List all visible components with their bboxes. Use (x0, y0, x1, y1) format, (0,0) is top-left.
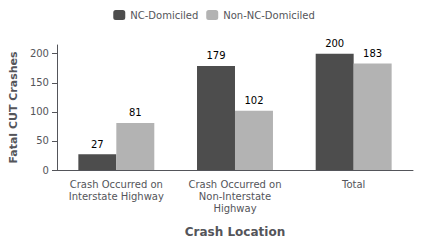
svg-text:Crash Location: Crash Location (185, 225, 285, 239)
svg-text:102: 102 (244, 95, 263, 106)
svg-text:183: 183 (363, 48, 382, 59)
svg-text:Interstate Highway: Interstate Highway (69, 191, 164, 202)
svg-text:150: 150 (30, 77, 49, 88)
svg-text:Crash Occurred on: Crash Occurred on (188, 179, 281, 190)
svg-text:Crash Occurred on: Crash Occurred on (70, 179, 163, 190)
svg-text:NC-Domiciled: NC-Domiciled (130, 10, 198, 21)
svg-text:Total: Total (341, 179, 365, 190)
svg-text:179: 179 (206, 50, 225, 61)
svg-text:100: 100 (30, 106, 49, 117)
svg-text:50: 50 (36, 135, 49, 146)
svg-text:0: 0 (43, 165, 49, 176)
svg-text:Non-NC-Domiciled: Non-NC-Domiciled (223, 10, 315, 21)
svg-text:200: 200 (30, 48, 49, 59)
svg-text:Highway: Highway (213, 203, 256, 214)
svg-text:Non-Interstate: Non-Interstate (199, 191, 271, 202)
svg-text:81: 81 (129, 107, 142, 118)
svg-text:27: 27 (91, 139, 104, 150)
svg-text:Fatal CUT Crashes: Fatal CUT Crashes (7, 51, 20, 164)
svg-text:200: 200 (325, 38, 344, 49)
